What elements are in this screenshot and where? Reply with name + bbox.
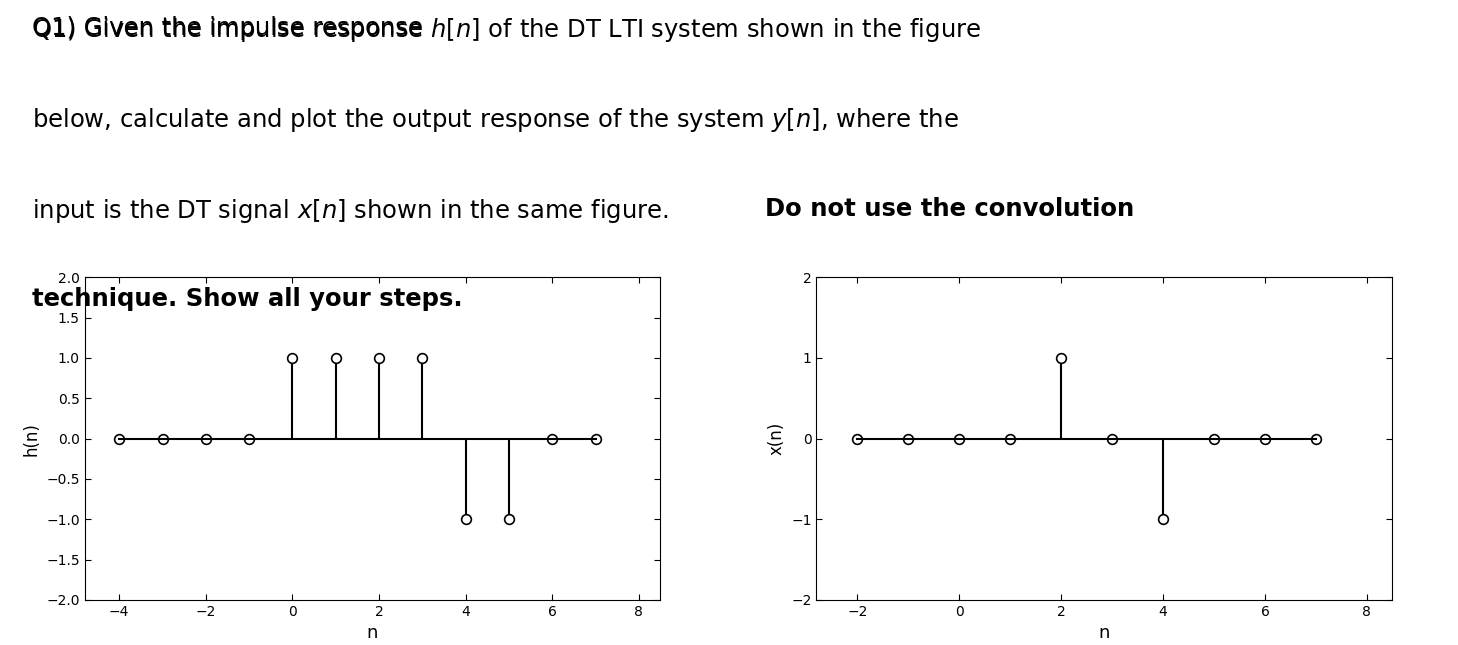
Text: Do not use the convolution: Do not use the convolution [764, 197, 1134, 221]
Text: Q1) Given the impulse response $h[n]$ of the DT LTI system shown in the figure: Q1) Given the impulse response $h[n]$ of… [32, 16, 981, 44]
X-axis label: n: n [367, 624, 378, 642]
Text: below, calculate and plot the output response of the system $y[n]$, where the: below, calculate and plot the output res… [32, 106, 959, 134]
Y-axis label: h(n): h(n) [22, 422, 41, 455]
Text: Q1) Given the impulse response: Q1) Given the impulse response [32, 16, 430, 40]
Y-axis label: x(n): x(n) [767, 422, 786, 455]
X-axis label: n: n [1099, 624, 1110, 642]
Text: technique. Show all your steps.: technique. Show all your steps. [32, 287, 462, 311]
Text: input is the DT signal $x[n]$ shown in the same figure.: input is the DT signal $x[n]$ shown in t… [32, 197, 671, 224]
